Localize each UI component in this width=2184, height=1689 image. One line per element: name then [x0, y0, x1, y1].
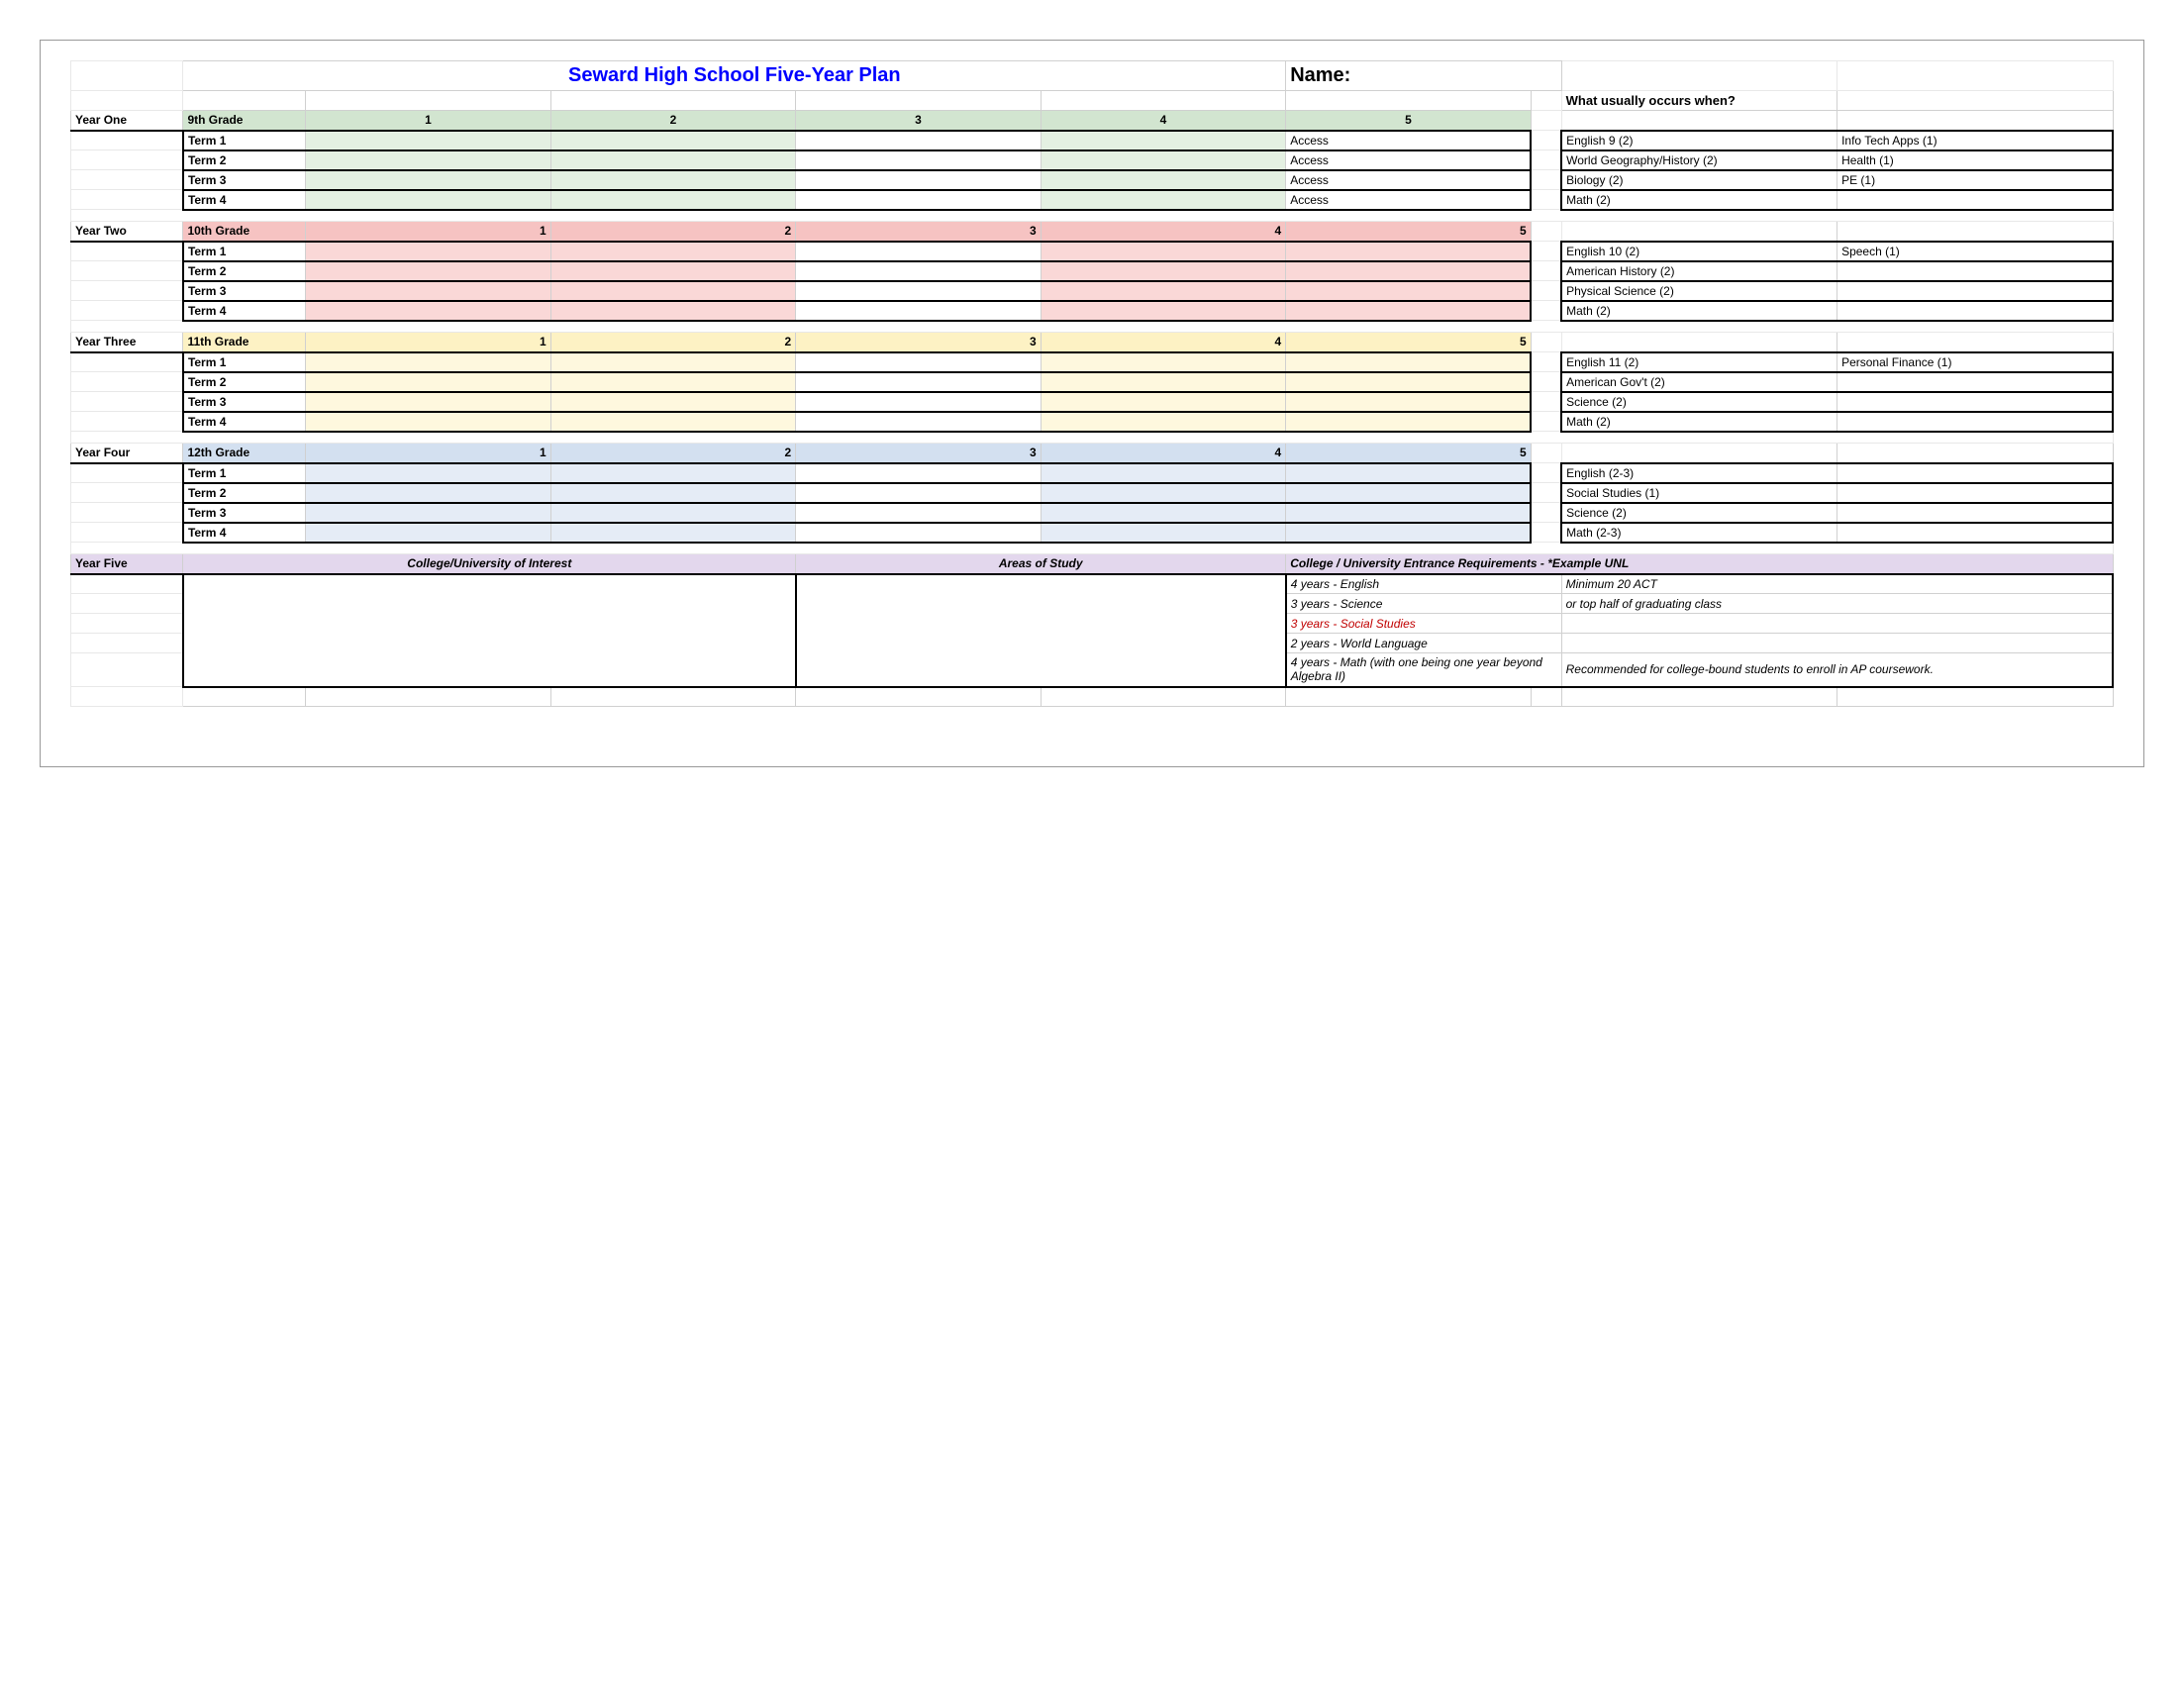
spreadsheet-sheet: Seward High School Five-Year Plan Name: … [40, 40, 2144, 767]
year5-col1: College/University of Interest [183, 554, 796, 574]
table-row: Term 3 Science (2) [71, 392, 2114, 412]
plan-table: Seward High School Five-Year Plan Name: … [70, 60, 2114, 707]
table-row: Term 2 American History (2) [71, 261, 2114, 281]
year3-header-row: Year Three 11th Grade 1 2 3 4 5 [71, 333, 2114, 352]
table-row: Term 1 English 11 (2) Personal Finance (… [71, 352, 2114, 372]
table-row: Term 4 Math (2) [71, 412, 2114, 432]
name-label: Name: [1286, 61, 1561, 91]
year5-col3: College / University Entrance Requiremen… [1286, 554, 2113, 574]
year1-header-row: Year One 9th Grade 1 2 3 4 5 [71, 111, 2114, 131]
table-row: Term 4 Access Math (2) [71, 190, 2114, 210]
year5-header-row: Year Five College/University of Interest… [71, 554, 2114, 574]
year4-grade: 12th Grade [183, 444, 306, 463]
year4-header-row: Year Four 12th Grade 1 2 3 4 5 [71, 444, 2114, 463]
year1-label: Year One [71, 111, 183, 131]
year3-grade: 11th Grade [183, 333, 306, 352]
side-header: What usually occurs when? [1561, 91, 1837, 111]
year1-grade: 9th Grade [183, 111, 306, 131]
table-row: Term 4 Math (2) [71, 301, 2114, 321]
year2-grade: 10th Grade [183, 222, 306, 242]
year5-label: Year Five [71, 554, 183, 574]
year2-header-row: Year Two 10th Grade 1 2 3 4 5 [71, 222, 2114, 242]
year4-label: Year Four [71, 444, 183, 463]
table-row: Term 1 English (2-3) [71, 463, 2114, 483]
table-row: Term 2 Social Studies (1) [71, 483, 2114, 503]
table-row: Term 3 Access Biology (2) PE (1) [71, 170, 2114, 190]
year3-label: Year Three [71, 333, 183, 352]
table-row: Term 1 English 10 (2) Speech (1) [71, 242, 2114, 261]
table-row: Term 3 Physical Science (2) [71, 281, 2114, 301]
table-row: Term 2 American Gov't (2) [71, 372, 2114, 392]
year2-label: Year Two [71, 222, 183, 242]
table-row: Term 1 Access English 9 (2) Info Tech Ap… [71, 131, 2114, 150]
table-row: Term 4 Math (2-3) [71, 523, 2114, 543]
year5-col2: Areas of Study [796, 554, 1286, 574]
page-title: Seward High School Five-Year Plan [183, 61, 1286, 91]
table-row: 4 years - English Minimum 20 ACT [71, 574, 2114, 594]
table-row: Term 3 Science (2) [71, 503, 2114, 523]
table-row: Term 2 Access World Geography/History (2… [71, 150, 2114, 170]
